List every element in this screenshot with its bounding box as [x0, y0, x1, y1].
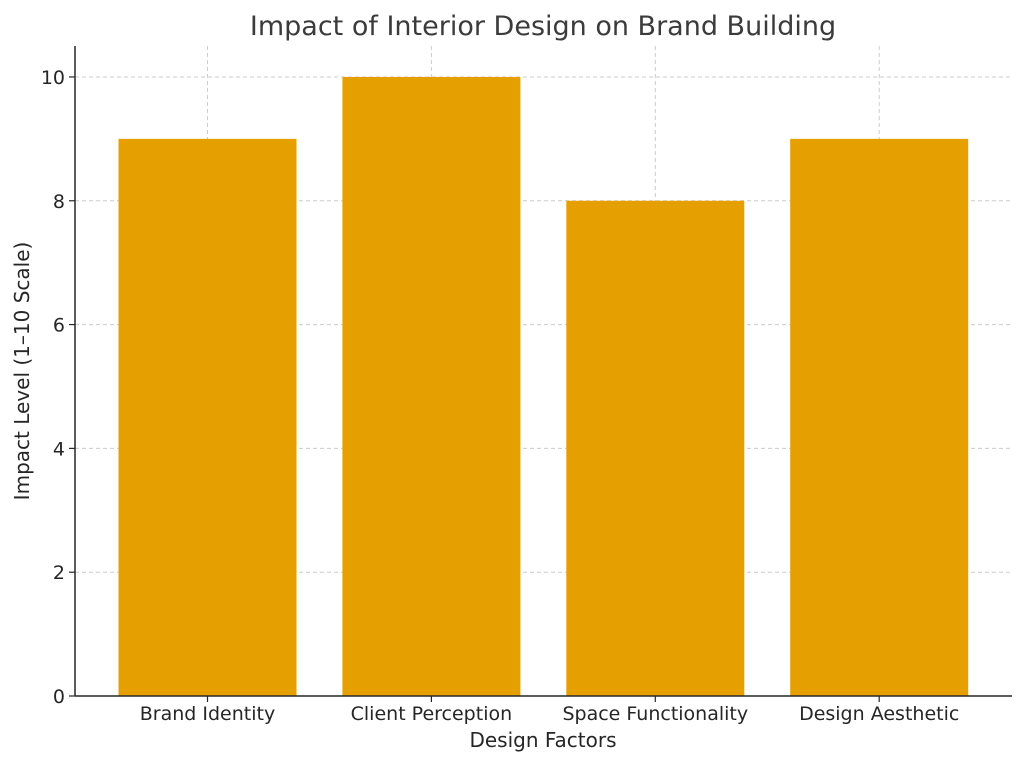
y-tick-label-6: 6: [53, 315, 65, 337]
bars: [118, 76, 969, 696]
chart-title: Impact of Interior Design on Brand Build…: [250, 11, 836, 42]
bar-brand-identity: [118, 138, 297, 696]
x-axis-label: Design Factors: [469, 728, 616, 752]
y-axis-ticks: 0 2 4 6 8 10: [41, 67, 75, 708]
axes: [74, 46, 1012, 697]
x-tick-label-3: Design Aesthetic: [799, 703, 959, 725]
y-tick-label-10: 10: [41, 67, 65, 89]
x-tick-label-0: Brand Identity: [140, 703, 275, 725]
x-tick-label-2: Space Functionality: [562, 703, 748, 725]
y-axis-label: Impact Level (1–10 Scale): [10, 242, 34, 501]
x-axis-ticks: Brand Identity Client Perception Space Fun…: [140, 696, 959, 725]
bar-client-perception: [342, 76, 521, 696]
y-tick-label-8: 8: [53, 191, 65, 213]
x-tick-label-1: Client Perception: [351, 703, 513, 725]
y-tick-label-0: 0: [53, 686, 65, 708]
y-tick-label-2: 2: [53, 562, 65, 584]
bar-design-aesthetic: [790, 138, 969, 696]
y-tick-label-4: 4: [53, 438, 65, 460]
bar-space-functionality: [566, 200, 745, 696]
